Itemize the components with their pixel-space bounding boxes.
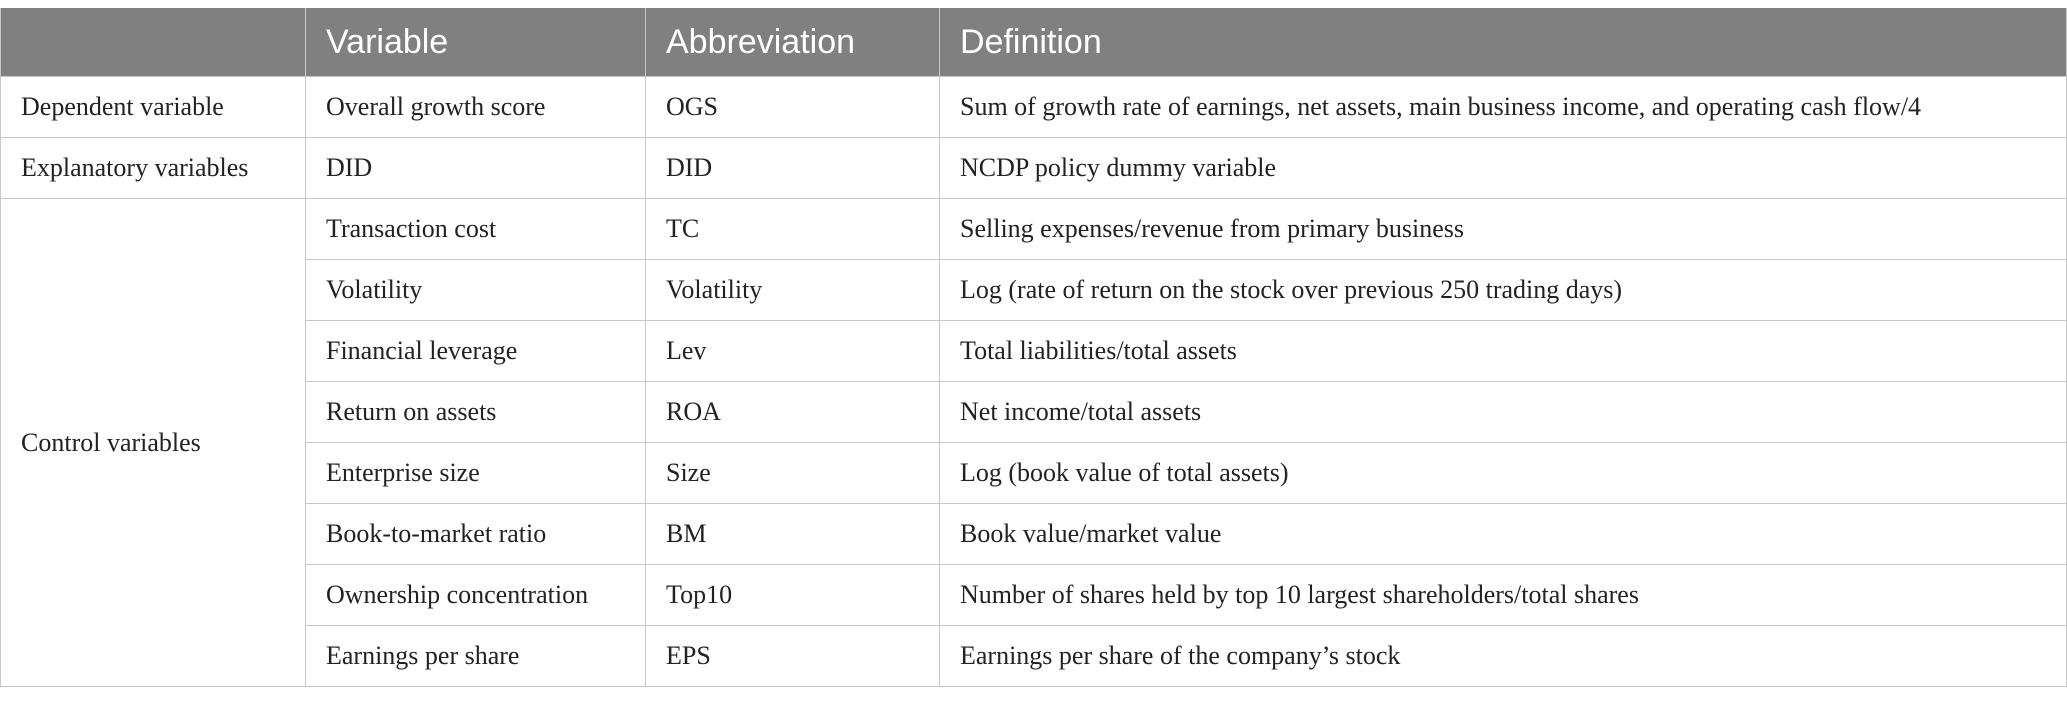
abbreviation-cell: Volatility bbox=[645, 259, 940, 321]
group-label-explanatory: Explanatory variables bbox=[0, 137, 306, 199]
table-body: Dependent variable Overall growth score … bbox=[0, 76, 2067, 687]
header-cell-definition: Definition bbox=[939, 8, 2067, 77]
variable-cell: Enterprise size bbox=[305, 442, 646, 504]
table-row: Enterprise size Size Log (book value of … bbox=[1, 442, 2067, 504]
table-row: Dependent variable Overall growth score … bbox=[0, 76, 2067, 138]
abbreviation-cell: OGS bbox=[645, 76, 940, 138]
abbreviation-cell: Top10 bbox=[645, 564, 940, 626]
definition-cell: Number of shares held by top 10 largest … bbox=[939, 564, 2067, 626]
variable-cell: Return on assets bbox=[305, 381, 646, 443]
abbreviation-cell: Size bbox=[645, 442, 940, 504]
variables-table-container: Variable Abbreviation Definition Depende… bbox=[0, 8, 2067, 687]
definition-cell: Sum of growth rate of earnings, net asse… bbox=[939, 76, 2067, 138]
variable-cell: Transaction cost bbox=[305, 198, 646, 260]
definition-cell: Book value/market value bbox=[939, 503, 2067, 565]
variable-cell: Overall growth score bbox=[305, 76, 646, 138]
variable-cell: Book-to-market ratio bbox=[305, 503, 646, 565]
abbreviation-cell: DID bbox=[645, 137, 940, 199]
table-row: Volatility Volatility Log (rate of retur… bbox=[1, 259, 2067, 321]
definition-cell: Log (book value of total assets) bbox=[939, 442, 2067, 504]
definition-cell: Log (rate of return on the stock over pr… bbox=[939, 259, 2067, 321]
definition-cell: NCDP policy dummy variable bbox=[939, 137, 2067, 199]
abbreviation-cell: TC bbox=[645, 198, 940, 260]
variables-table: Variable Abbreviation Definition Depende… bbox=[0, 8, 2067, 687]
variable-cell: Financial leverage bbox=[305, 320, 646, 382]
variable-cell: Volatility bbox=[305, 259, 646, 321]
variable-cell: Ownership concentration bbox=[305, 564, 646, 626]
table-row: Financial leverage Lev Total liabilities… bbox=[1, 320, 2067, 382]
variable-cell: DID bbox=[305, 137, 646, 199]
header-cell-variable: Variable bbox=[305, 8, 646, 77]
table-row: Ownership concentration Top10 Number of … bbox=[1, 564, 2067, 626]
header-cell-abbreviation: Abbreviation bbox=[645, 8, 940, 77]
header-row: Variable Abbreviation Definition bbox=[0, 8, 2067, 77]
group-label-control: Control variables bbox=[0, 198, 306, 687]
table-row: Control variables Transaction cost TC Se… bbox=[0, 198, 2067, 687]
definition-cell: Net income/total assets bbox=[939, 381, 2067, 443]
variable-cell: Earnings per share bbox=[305, 625, 646, 687]
abbreviation-cell: BM bbox=[645, 503, 940, 565]
abbreviation-cell: ROA bbox=[645, 381, 940, 443]
header-cell-category bbox=[0, 8, 306, 77]
table-row: Book-to-market ratio BM Book value/marke… bbox=[1, 503, 2067, 565]
group-label-dependent: Dependent variable bbox=[0, 76, 306, 138]
table-row: Earnings per share EPS Earnings per shar… bbox=[1, 625, 2067, 687]
abbreviation-cell: EPS bbox=[645, 625, 940, 687]
definition-cell: Total liabilities/total assets bbox=[939, 320, 2067, 382]
definition-cell: Selling expenses/revenue from primary bu… bbox=[939, 198, 2067, 260]
table-row: Return on assets ROA Net income/total as… bbox=[1, 381, 2067, 443]
table-row: Explanatory variables DID DID NCDP polic… bbox=[0, 137, 2067, 199]
abbreviation-cell: Lev bbox=[645, 320, 940, 382]
definition-cell: Earnings per share of the company’s stoc… bbox=[939, 625, 2067, 687]
table-header: Variable Abbreviation Definition bbox=[0, 8, 2067, 77]
